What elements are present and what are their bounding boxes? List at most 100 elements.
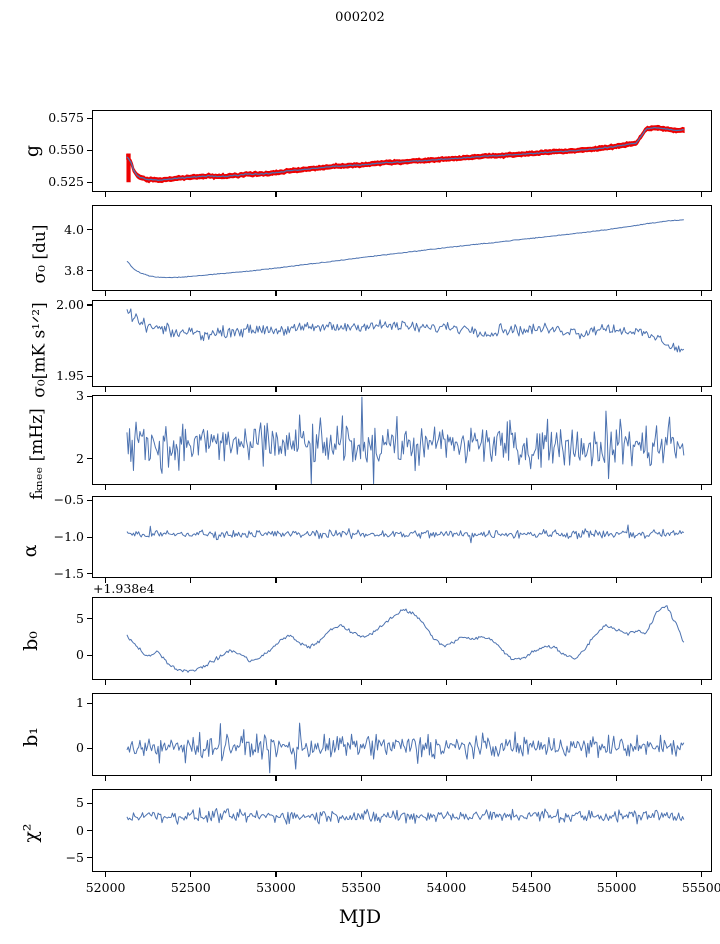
xtick-mark [701,387,703,392]
xtick-mark [275,872,277,877]
xtick-mark [360,485,362,490]
xtick-mark [445,387,447,392]
ytick-label-p1-1: 0.550 [48,142,84,158]
ytick-label-p5-0: −0.5 [53,492,84,508]
xtick-mark [105,291,107,296]
xtick-mark [190,485,192,490]
ytick-label-p3-0: 1.95 [56,368,84,384]
ytick-mark [87,458,92,460]
xtick-mark [530,872,533,877]
xtick-mark [701,872,703,877]
ytick-label-p2-0: 3.8 [64,262,84,278]
ytick-label-p1-0: 0.525 [48,174,84,190]
xtick-mark [190,776,192,781]
ytick-mark [87,149,92,151]
ytick-mark [87,857,92,859]
xtick-mark [616,578,618,583]
xtick-mark [190,578,192,583]
xtick-mark [360,578,362,583]
xtick-mark [616,192,618,197]
xtick-label-1: 52500 [170,880,211,895]
xtick-mark [616,872,618,877]
data-line-panel-4 [126,396,685,484]
xtick-label-5: 54500 [511,880,552,895]
xtick-mark [360,872,362,877]
data-line-panel-5 [126,524,685,544]
xtick-mark [275,291,277,296]
g-band-spike [126,153,131,183]
xtick-mark [701,680,703,685]
ytick-mark [87,229,92,231]
plot-panel-7 [92,693,712,776]
xtick-mark [530,291,533,296]
plot-panel-6 [92,597,712,680]
plot-panel-5 [92,496,712,578]
xtick-mark [445,485,447,490]
ytick-mark [87,536,92,538]
ytick-label-p4-1: 3 [76,388,84,404]
ytick-mark [87,618,92,620]
xtick-mark [275,192,277,197]
data-line-panel-3 [126,308,685,353]
xtick-label-2: 53000 [256,880,296,895]
ytick-label-p2-1: 4.0 [64,221,84,237]
xtick-mark [530,387,533,392]
xtick-mark [616,776,618,781]
ytick-label-p6-1: 5 [76,610,84,626]
ytick-label-p7-1: 1 [76,695,84,711]
xtick-label-4: 54000 [426,880,467,895]
plot-panel-2 [92,205,712,291]
xaxis-label: MJD [338,906,382,928]
data-line-panel-1 [126,126,685,182]
xtick-mark [360,291,362,296]
xtick-mark [105,192,107,197]
xtick-mark [616,485,618,490]
xtick-mark [530,776,533,781]
ytick-label-p8-1: 0 [76,822,84,838]
xtick-mark [105,485,107,490]
ytick-mark [87,830,92,832]
ytick-mark [87,573,92,575]
plot-panel-3 [92,300,712,387]
ytick-label-p4-0: 2 [76,450,84,466]
xtick-mark [701,291,703,296]
plot-panel-1 [92,110,712,192]
xtick-mark [616,680,618,685]
xtick-label-0: 52000 [85,880,126,895]
xtick-mark [275,578,277,583]
xtick-label-3: 53500 [341,880,381,895]
ytick-label-p8-2: 5 [76,795,84,811]
xtick-mark [360,192,362,197]
ytick-label-p6-0: 0 [76,647,84,663]
xtick-mark [530,578,533,583]
g-uncertainty-band [126,124,685,184]
xtick-mark [701,578,703,583]
xtick-mark [190,291,192,296]
data-line-panel-2 [126,219,684,279]
xtick-mark [105,680,107,685]
xtick-mark [445,291,447,296]
xtick-mark [445,578,447,583]
xtick-mark [701,192,703,197]
xtick-mark [275,485,277,490]
xtick-mark [360,680,362,685]
xtick-mark [105,387,107,392]
xtick-mark [105,776,107,781]
xtick-mark [360,387,362,392]
xtick-label-7: 55500 [681,880,720,895]
xtick-mark [105,578,107,583]
xtick-mark [445,776,447,781]
ytick-mark [87,395,92,397]
xtick-mark [445,192,447,197]
data-line-panel-8 [126,807,685,825]
ytick-mark [87,270,92,272]
xtick-mark [275,387,277,392]
xtick-mark [530,485,533,490]
ytick-label-p8-0: −5 [65,849,84,865]
xtick-mark [105,872,107,877]
ytick-mark [87,117,92,119]
ytick-label-p3-1: 2.00 [56,296,84,312]
xtick-mark [616,291,618,296]
data-line-panel-7 [126,722,685,774]
